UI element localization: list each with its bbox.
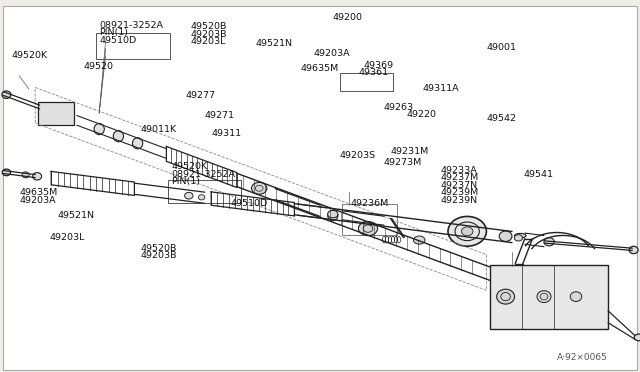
Text: 49510D: 49510D <box>99 36 136 45</box>
Text: 49520K: 49520K <box>172 162 207 171</box>
Text: 49520: 49520 <box>83 62 113 71</box>
Text: 49361: 49361 <box>358 68 388 77</box>
Bar <box>96 33 170 59</box>
Ellipse shape <box>537 291 551 302</box>
Bar <box>342 204 397 235</box>
Text: 49200: 49200 <box>333 13 363 22</box>
Ellipse shape <box>358 221 378 235</box>
Text: 49369: 49369 <box>364 61 394 70</box>
Text: 49635M: 49635M <box>301 64 339 73</box>
Text: 49233A: 49233A <box>440 166 477 175</box>
Ellipse shape <box>94 124 104 135</box>
Ellipse shape <box>461 227 473 236</box>
Text: 49273M: 49273M <box>384 158 422 167</box>
Text: 49263: 49263 <box>384 103 414 112</box>
Text: 49542: 49542 <box>486 114 516 123</box>
Ellipse shape <box>132 138 143 149</box>
Text: 49239M: 49239M <box>440 188 479 197</box>
Text: 49001: 49001 <box>486 43 516 52</box>
Text: 49521N: 49521N <box>256 39 293 48</box>
Text: 49520K: 49520K <box>12 51 47 60</box>
Ellipse shape <box>629 246 638 254</box>
Bar <box>340 73 393 91</box>
Ellipse shape <box>3 169 10 176</box>
Text: 49311: 49311 <box>211 129 241 138</box>
Text: 08921-3252A: 08921-3252A <box>172 170 236 179</box>
Ellipse shape <box>570 292 582 301</box>
Ellipse shape <box>413 236 425 244</box>
Text: A·92×0065: A·92×0065 <box>557 353 607 362</box>
Ellipse shape <box>328 211 338 218</box>
Text: 49311A: 49311A <box>422 84 459 93</box>
Ellipse shape <box>515 235 523 241</box>
Ellipse shape <box>328 210 338 221</box>
Bar <box>168 180 241 203</box>
Ellipse shape <box>2 91 11 99</box>
Ellipse shape <box>252 182 267 194</box>
Text: 49231M: 49231M <box>390 147 429 156</box>
Ellipse shape <box>113 131 124 142</box>
Text: 49271: 49271 <box>205 111 235 120</box>
Text: 49237M: 49237M <box>440 173 479 182</box>
Text: PIN(1): PIN(1) <box>99 28 128 37</box>
Ellipse shape <box>184 192 193 199</box>
Text: 49520B: 49520B <box>191 22 227 31</box>
Ellipse shape <box>448 217 486 246</box>
Text: 49520B: 49520B <box>141 244 177 253</box>
Text: 49203B: 49203B <box>191 30 227 39</box>
Text: 49277: 49277 <box>186 92 216 100</box>
Text: 49220: 49220 <box>406 110 436 119</box>
Text: 49203B: 49203B <box>141 251 177 260</box>
Text: 49541: 49541 <box>524 170 554 179</box>
Ellipse shape <box>22 172 29 178</box>
Text: 49521N: 49521N <box>58 211 95 219</box>
Text: 49239N: 49239N <box>440 196 477 205</box>
Text: PIN(1): PIN(1) <box>172 177 200 186</box>
Ellipse shape <box>497 289 515 304</box>
Bar <box>490 264 608 328</box>
Text: 49203S: 49203S <box>339 151 375 160</box>
Ellipse shape <box>544 238 554 246</box>
Text: 49510D: 49510D <box>230 199 268 208</box>
Ellipse shape <box>499 231 512 241</box>
Text: 49237N: 49237N <box>440 181 477 190</box>
Ellipse shape <box>634 334 640 341</box>
Ellipse shape <box>515 233 526 238</box>
Text: 49203A: 49203A <box>19 196 56 205</box>
Ellipse shape <box>33 173 42 180</box>
Text: 49203L: 49203L <box>191 37 226 46</box>
Text: 49236M: 49236M <box>351 199 389 208</box>
Text: 49203L: 49203L <box>50 233 85 242</box>
Text: 49635M: 49635M <box>19 188 58 197</box>
Bar <box>38 102 74 125</box>
Text: 08921-3252A: 08921-3252A <box>99 21 163 30</box>
Text: 49203A: 49203A <box>314 49 350 58</box>
Ellipse shape <box>198 195 205 200</box>
Text: 49011K: 49011K <box>141 125 177 134</box>
